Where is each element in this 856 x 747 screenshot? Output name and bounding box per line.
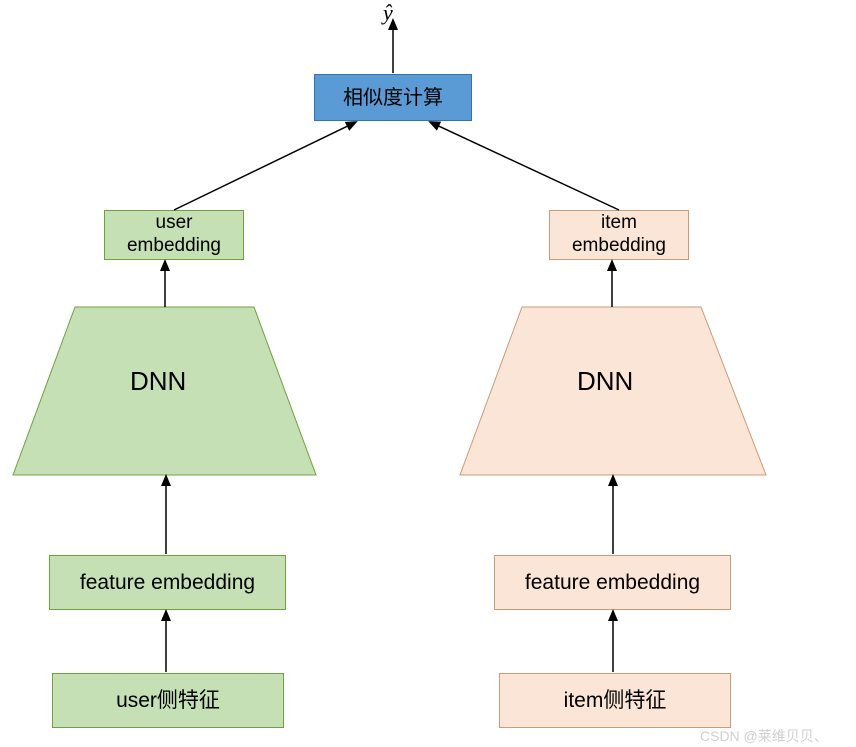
diagram-canvas: ŷ 相似度计算 userembedding feature embedding … [0, 0, 856, 747]
item-feature-embedding-box: feature embedding [494, 555, 731, 610]
watermark: CSDN @莱维贝贝、 [700, 726, 828, 746]
svg-text:DNN: DNN [130, 366, 186, 396]
similarity-box: 相似度计算 [314, 74, 472, 121]
output-label: ŷ [383, 0, 393, 26]
item-input-box: item侧特征 [499, 673, 731, 728]
item-embedding-box: itemembedding [549, 210, 689, 260]
svg-text:DNN: DNN [577, 366, 633, 396]
user-feature-embedding-box: feature embedding [49, 555, 286, 610]
user-input-box: user侧特征 [52, 673, 284, 728]
user-embedding-box: userembedding [104, 210, 244, 260]
